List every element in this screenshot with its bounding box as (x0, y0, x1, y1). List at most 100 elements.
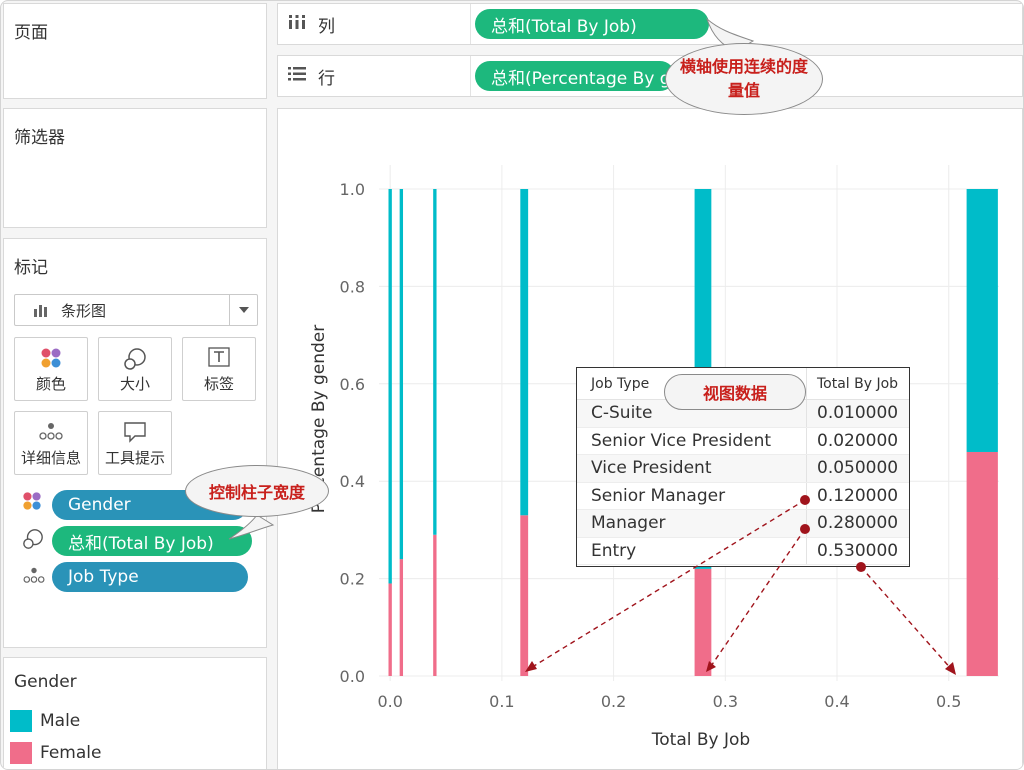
mark-type-dropdown[interactable]: 条形图 (14, 294, 258, 326)
columns-shelf-label: 列 (318, 16, 335, 37)
rows-icon (288, 66, 306, 86)
columns-pill[interactable]: 总和(Total By Job) (475, 9, 709, 39)
axis-layer: 0.0 0.2 0.4 0.6 0.8 1.0 0.0 0.1 0.2 0.3 0.4 0.5 (340, 180, 962, 711)
width-note-bubble: 控制柱子宽度 (185, 465, 329, 517)
x-tick-label: 0.4 (824, 692, 849, 711)
filters-title: 筛选器 (14, 128, 65, 148)
size-icon (22, 528, 46, 554)
rows-shelf[interactable]: 行 总和(Percentage By gender) (277, 55, 1023, 97)
filters-panel[interactable]: 筛选器 (3, 108, 267, 228)
mark-field-gender-row (22, 491, 46, 515)
mark-type-label: 条形图 (61, 301, 107, 320)
detail-icon (22, 566, 46, 588)
size-card-label: 大小 (119, 375, 150, 393)
bar-male (388, 189, 392, 584)
legend-item-female[interactable]: Female (10, 742, 101, 764)
bar-female (399, 559, 404, 676)
cell-job-type: Senior Vice President (577, 427, 807, 454)
y-tick-label: 1.0 (340, 180, 365, 199)
pages-title: 页面 (14, 23, 48, 43)
bar-female (388, 583, 392, 676)
axis-note-bubble: 横轴使用连续的度量值 (665, 43, 823, 115)
header-total-by-job: Total By Job (817, 375, 899, 392)
color-card[interactable]: 颜色 (14, 337, 88, 401)
y-axis-label: Percentage By gender (309, 325, 329, 513)
table-row: Entry 0.530000 (577, 537, 909, 565)
columns-shelf[interactable]: 列 总和(Total By Job) (277, 3, 1023, 45)
cell-job-type: Entry (577, 537, 807, 564)
detail-card[interactable]: 详细信息 (14, 411, 88, 475)
cell-total-by-job: 0.280000 (817, 513, 899, 534)
table-row: Vice President 0.050000 (577, 455, 909, 483)
marks-title: 标记 (14, 258, 48, 278)
legend-swatch-female (10, 742, 32, 764)
table-row: Manager 0.280000 (577, 510, 909, 538)
pages-panel: 页面 (3, 3, 267, 99)
x-axis-label: Total By Job (651, 730, 750, 750)
columns-shelf-label-group: 列 (288, 4, 335, 44)
shelf-divider (470, 56, 471, 96)
cell-job-type: Vice President (577, 455, 807, 482)
size-icon (123, 347, 147, 375)
table-row: Senior Vice President 0.020000 (577, 427, 909, 455)
tooltip-card-label: 工具提示 (104, 449, 165, 467)
legend-swatch-male (10, 710, 32, 732)
header-job-type: Job Type (577, 368, 807, 399)
mark-field-jobtype-row (22, 566, 46, 588)
legend-label-female: Female (40, 743, 102, 763)
cell-total-by-job: 0.020000 (817, 430, 899, 451)
y-tick-label: 0.2 (340, 570, 365, 589)
mark-field-job-type[interactable]: Job Type (52, 562, 248, 592)
cell-total-by-job: 0.530000 (817, 540, 899, 561)
shelf-divider (470, 4, 471, 44)
columns-icon (288, 14, 306, 35)
y-tick-label: 0.6 (340, 375, 365, 394)
view-data-note-bubble: 视图数据 (664, 374, 806, 410)
color-card-label: 颜色 (35, 375, 66, 393)
legend-label-male: Male (40, 711, 81, 731)
mark-field-total-by-job[interactable]: 总和(Total By Job) (52, 526, 252, 556)
x-tick-label: 0.2 (601, 692, 626, 711)
bar-male (433, 189, 437, 535)
y-tick-label: 0.8 (340, 277, 365, 296)
rows-shelf-label: 行 (318, 68, 335, 89)
detail-icon (38, 421, 64, 445)
legend-item-male[interactable]: Male (10, 710, 80, 732)
mark-field-size-row (22, 528, 46, 554)
cell-total-by-job: 0.120000 (817, 485, 899, 506)
size-card[interactable]: 大小 (98, 337, 172, 401)
label-card-label: 标签 (203, 375, 234, 393)
legend-panel: Gender Male Female (3, 657, 267, 769)
bar-female (694, 568, 712, 676)
table-row: Senior Manager 0.120000 (577, 482, 909, 510)
cell-job-type: Senior Manager (577, 482, 807, 509)
x-tick-label: 0.5 (936, 692, 961, 711)
bar-male (966, 189, 998, 452)
label-card[interactable]: 标签 (182, 337, 256, 401)
detail-card-label: 详细信息 (20, 449, 81, 467)
x-tick-label: 0.1 (489, 692, 514, 711)
cell-job-type: C-Suite (577, 400, 807, 427)
x-tick-label: 0.3 (713, 692, 738, 711)
bar-male (399, 189, 404, 560)
cell-total-by-job: 0.050000 (817, 458, 899, 479)
bar-female (433, 534, 437, 676)
color-icon (22, 491, 46, 515)
y-tick-label: 0.0 (340, 667, 365, 686)
legend-title: Gender (14, 672, 77, 692)
view-data-body: C-Suite 0.010000 Senior Vice President 0.02… (577, 400, 909, 565)
cell-job-type: Manager (577, 510, 807, 537)
text-label-icon (208, 347, 230, 371)
cell-total-by-job: 0.010000 (817, 403, 899, 424)
bar-chart-icon (33, 303, 49, 321)
bar-female (966, 451, 998, 676)
color-icon (40, 347, 62, 373)
chevron-down-icon[interactable] (229, 295, 257, 325)
x-tick-label: 0.0 (377, 692, 402, 711)
rows-shelf-label-group: 行 (288, 56, 335, 96)
bar-female (520, 515, 529, 676)
tooltip-card[interactable]: 工具提示 (98, 411, 172, 475)
bar-male (520, 189, 529, 516)
rows-pill[interactable]: 总和(Percentage By gender) (475, 61, 675, 91)
